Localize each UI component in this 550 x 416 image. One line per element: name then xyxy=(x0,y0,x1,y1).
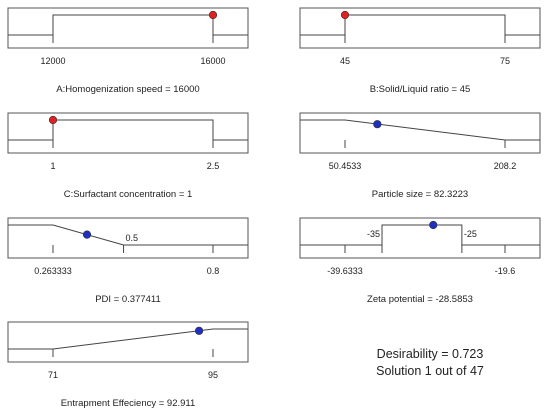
ramp-1-frame xyxy=(7,7,249,49)
ramp-6-tick-label-1: -39.6333 xyxy=(327,266,363,276)
desirability-summary: Desirability = 0.723 Solution 1 out of 4… xyxy=(330,346,530,380)
ramp-4-caption: Particle size = 82.3223 xyxy=(372,189,468,200)
ramp-7-tick-label-2: 95 xyxy=(208,370,218,380)
ramp-7: 71 95 Entrapment Effeciency = 92.911 xyxy=(7,321,249,409)
ramp-4-solution-point xyxy=(373,120,382,129)
ramp-2-solution-point xyxy=(340,10,350,20)
ramp-5-frame xyxy=(7,217,249,259)
ramp-7-tick-label-1: 71 xyxy=(48,370,58,380)
ramp-3-tick-label-1: 1 xyxy=(50,161,55,171)
ramp-2: 45 75 B:Solid/Liquid ratio = 45 xyxy=(299,7,541,95)
ramp-5-caption: PDI = 0.377411 xyxy=(95,294,161,305)
ramp-4-tick-label-2: 208.2 xyxy=(494,161,517,171)
ramp-4-tick-label-1: 50.4533 xyxy=(329,161,362,171)
ramp-7-caption: Entrapment Effeciency = 92.911 xyxy=(61,398,196,409)
ramp-5-tick-label-2: 0.5 xyxy=(126,233,139,243)
ramp-6: -39.6333 -35 -25 -19.6 Zeta potential = -28.… xyxy=(299,217,541,305)
ramp-6-desirability-line xyxy=(300,224,540,246)
ramp-1-caption: A:Homogenization speed = 16000 xyxy=(56,84,199,95)
ramp-2-tick-label-2: 75 xyxy=(500,56,510,66)
ramp-3-caption: C:Surfactant concentration = 1 xyxy=(64,189,193,200)
ramp-1-solution-point xyxy=(208,10,218,20)
ramp-2-frame xyxy=(299,7,541,49)
ramp-1-tick-label-1: 12000 xyxy=(40,56,65,66)
ramp-5-tick-label-3: 0.8 xyxy=(207,266,220,276)
ramp-4-desirability-line xyxy=(300,119,540,141)
ramp-7-solution-point xyxy=(194,326,204,335)
ramp-6-tick-label-4: -19.6 xyxy=(495,266,516,276)
ramp-1-tick-label-2: 16000 xyxy=(200,56,225,66)
ramp-5: 0.263333 0.5 0.8 PDI = 0.377411 xyxy=(7,217,249,305)
ramp-1-desirability-line xyxy=(8,14,248,36)
ramp-7-desirability-line xyxy=(8,328,248,350)
ramp-3-desirability-line xyxy=(8,119,248,141)
ramp-3-tick-label-2: 2.5 xyxy=(207,161,220,171)
ramp-3-frame xyxy=(7,112,249,154)
ramp-6-tick-label-2: -35 xyxy=(367,229,380,239)
ramp-6-tick-label-3: -25 xyxy=(464,229,477,239)
ramp-4: 50.4533 208.2 Particle size = 82.3223 xyxy=(299,112,541,200)
ramp-6-frame xyxy=(299,217,541,259)
ramp-2-desirability-line xyxy=(300,14,540,36)
ramp-2-tick-label-1: 45 xyxy=(340,56,350,66)
ramp-3-solution-point xyxy=(48,115,58,125)
ramp-6-solution-point xyxy=(429,220,438,230)
ramp-3: 1 2.5 C:Surfactant concentration = 1 xyxy=(7,112,249,200)
ramp-7-frame xyxy=(7,321,249,363)
ramp-1: 12000 16000 A:Homogenization speed = 16000 xyxy=(7,7,249,95)
ramp-6-caption: Zeta potential = -28.5853 xyxy=(367,294,473,305)
ramp-2-caption: B:Solid/Liquid ratio = 45 xyxy=(370,84,471,95)
solution-count: Solution 1 out of 47 xyxy=(376,364,484,378)
ramp-5-tick-label-1: 0.263333 xyxy=(34,266,72,276)
ramp-4-frame xyxy=(299,112,541,154)
ramp-5-solution-point xyxy=(82,230,92,239)
desirability-value: Desirability = 0.723 xyxy=(376,347,484,361)
